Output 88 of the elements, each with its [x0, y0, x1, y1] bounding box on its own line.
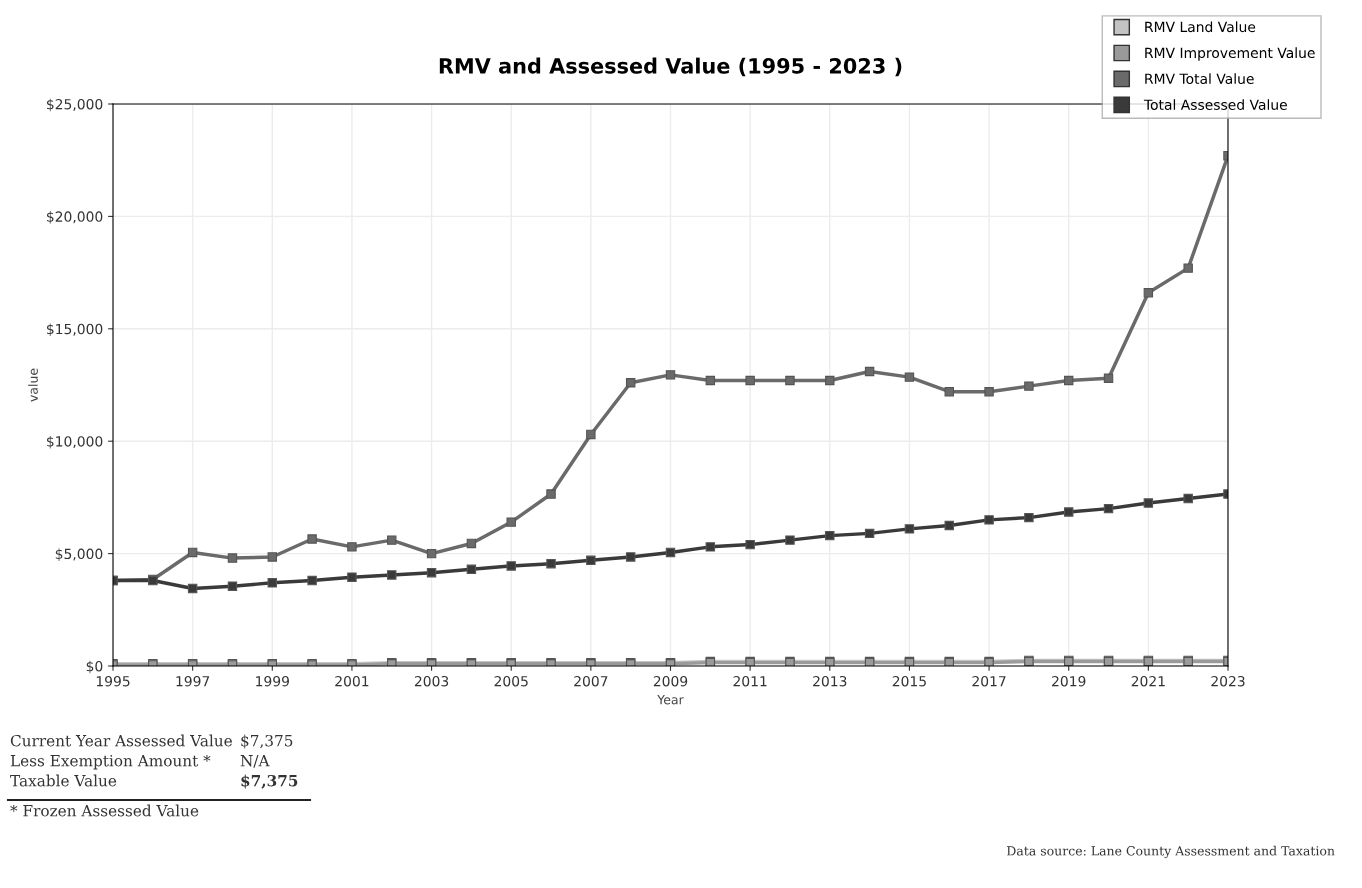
point [944, 520, 954, 531]
legend-label: RMV Improvement Value [1145, 47, 1315, 61]
point [387, 535, 397, 545]
point [705, 542, 716, 552]
x-tick-label: 2005 [494, 675, 528, 687]
point [1063, 375, 1074, 386]
point [546, 558, 556, 569]
x-tick-label: 2013 [813, 675, 847, 687]
x-tick-label: 2015 [892, 675, 926, 687]
point [227, 581, 238, 591]
x-tick-label: 2003 [414, 675, 449, 687]
point [267, 552, 278, 562]
point [307, 575, 317, 586]
point [347, 542, 357, 552]
point [187, 547, 198, 558]
point [267, 578, 278, 588]
text: Taxable Value [10, 774, 117, 787]
x-tick-label: 2021 [1131, 675, 1165, 687]
point [546, 489, 556, 499]
point [466, 564, 477, 575]
x-tick-label: 1997 [176, 675, 210, 687]
point [864, 366, 875, 377]
legend-label: RMV Land Value [1145, 21, 1256, 33]
x-tick-label: 2023 [1211, 675, 1245, 687]
point [1063, 507, 1074, 517]
y-tick-label: $20,000 [47, 211, 103, 224]
point [426, 548, 437, 559]
point [187, 583, 198, 594]
point [586, 555, 596, 566]
legend-label: Total Assessed Value [1143, 99, 1287, 110]
y-tick-label: $15,000 [47, 323, 103, 337]
point [864, 528, 875, 539]
y-tick-label: $5,000 [55, 548, 103, 561]
x-tick-label: 2007 [574, 675, 608, 687]
point [1024, 512, 1034, 523]
x-tick-label: 2011 [733, 675, 767, 687]
point [785, 375, 795, 386]
x-tick-label: 2017 [972, 675, 1006, 687]
text: * Frozen Assessed Value [10, 804, 199, 817]
point [904, 524, 915, 534]
text: Current Year Assessed Value [10, 734, 232, 747]
point [586, 429, 596, 440]
y-axis-title: value [28, 368, 38, 402]
point [387, 570, 397, 580]
point [944, 387, 954, 397]
x-tick-label: 2001 [335, 675, 369, 687]
x-axis-title: Year [657, 695, 684, 705]
point [825, 530, 835, 541]
x-tick-label: 2009 [653, 675, 688, 687]
text: $7,375 [241, 734, 293, 749]
point [506, 517, 516, 527]
point [466, 538, 477, 549]
point [825, 375, 835, 386]
y-tick-label: $0 [86, 660, 103, 674]
point [347, 572, 357, 582]
point [745, 375, 755, 386]
point [227, 553, 238, 563]
point [1103, 373, 1114, 383]
point [1024, 381, 1034, 391]
y-tick-label: $25,000 [47, 98, 103, 112]
text: $7,375 [241, 774, 298, 789]
text: N/A [240, 755, 270, 768]
point [426, 567, 437, 578]
point [307, 534, 317, 544]
x-tick-label: 1995 [96, 675, 130, 687]
point [1143, 498, 1154, 508]
point [745, 539, 755, 550]
text: Less Exemption Amount * [10, 754, 211, 770]
point [625, 378, 636, 388]
chart-title: RMV and Assessed Value (1995 - 2023 ) [439, 57, 902, 77]
point [1183, 263, 1193, 273]
point [984, 515, 994, 525]
point [705, 375, 716, 386]
point [1143, 288, 1154, 298]
legend-label: RMV Total Value [1145, 73, 1254, 85]
point [665, 370, 676, 380]
point [1183, 493, 1193, 504]
point [625, 552, 636, 562]
x-tick-label: 2019 [1052, 675, 1086, 687]
source-note: Data source: Lane County Assessment and Taxation [1007, 845, 1335, 859]
y-tick-label: $10,000 [47, 435, 103, 449]
point [904, 372, 915, 382]
point [785, 535, 795, 545]
point [1103, 503, 1114, 514]
point [984, 387, 994, 397]
x-tick-label: 1999 [256, 675, 289, 687]
point [506, 561, 516, 571]
point [665, 547, 676, 558]
